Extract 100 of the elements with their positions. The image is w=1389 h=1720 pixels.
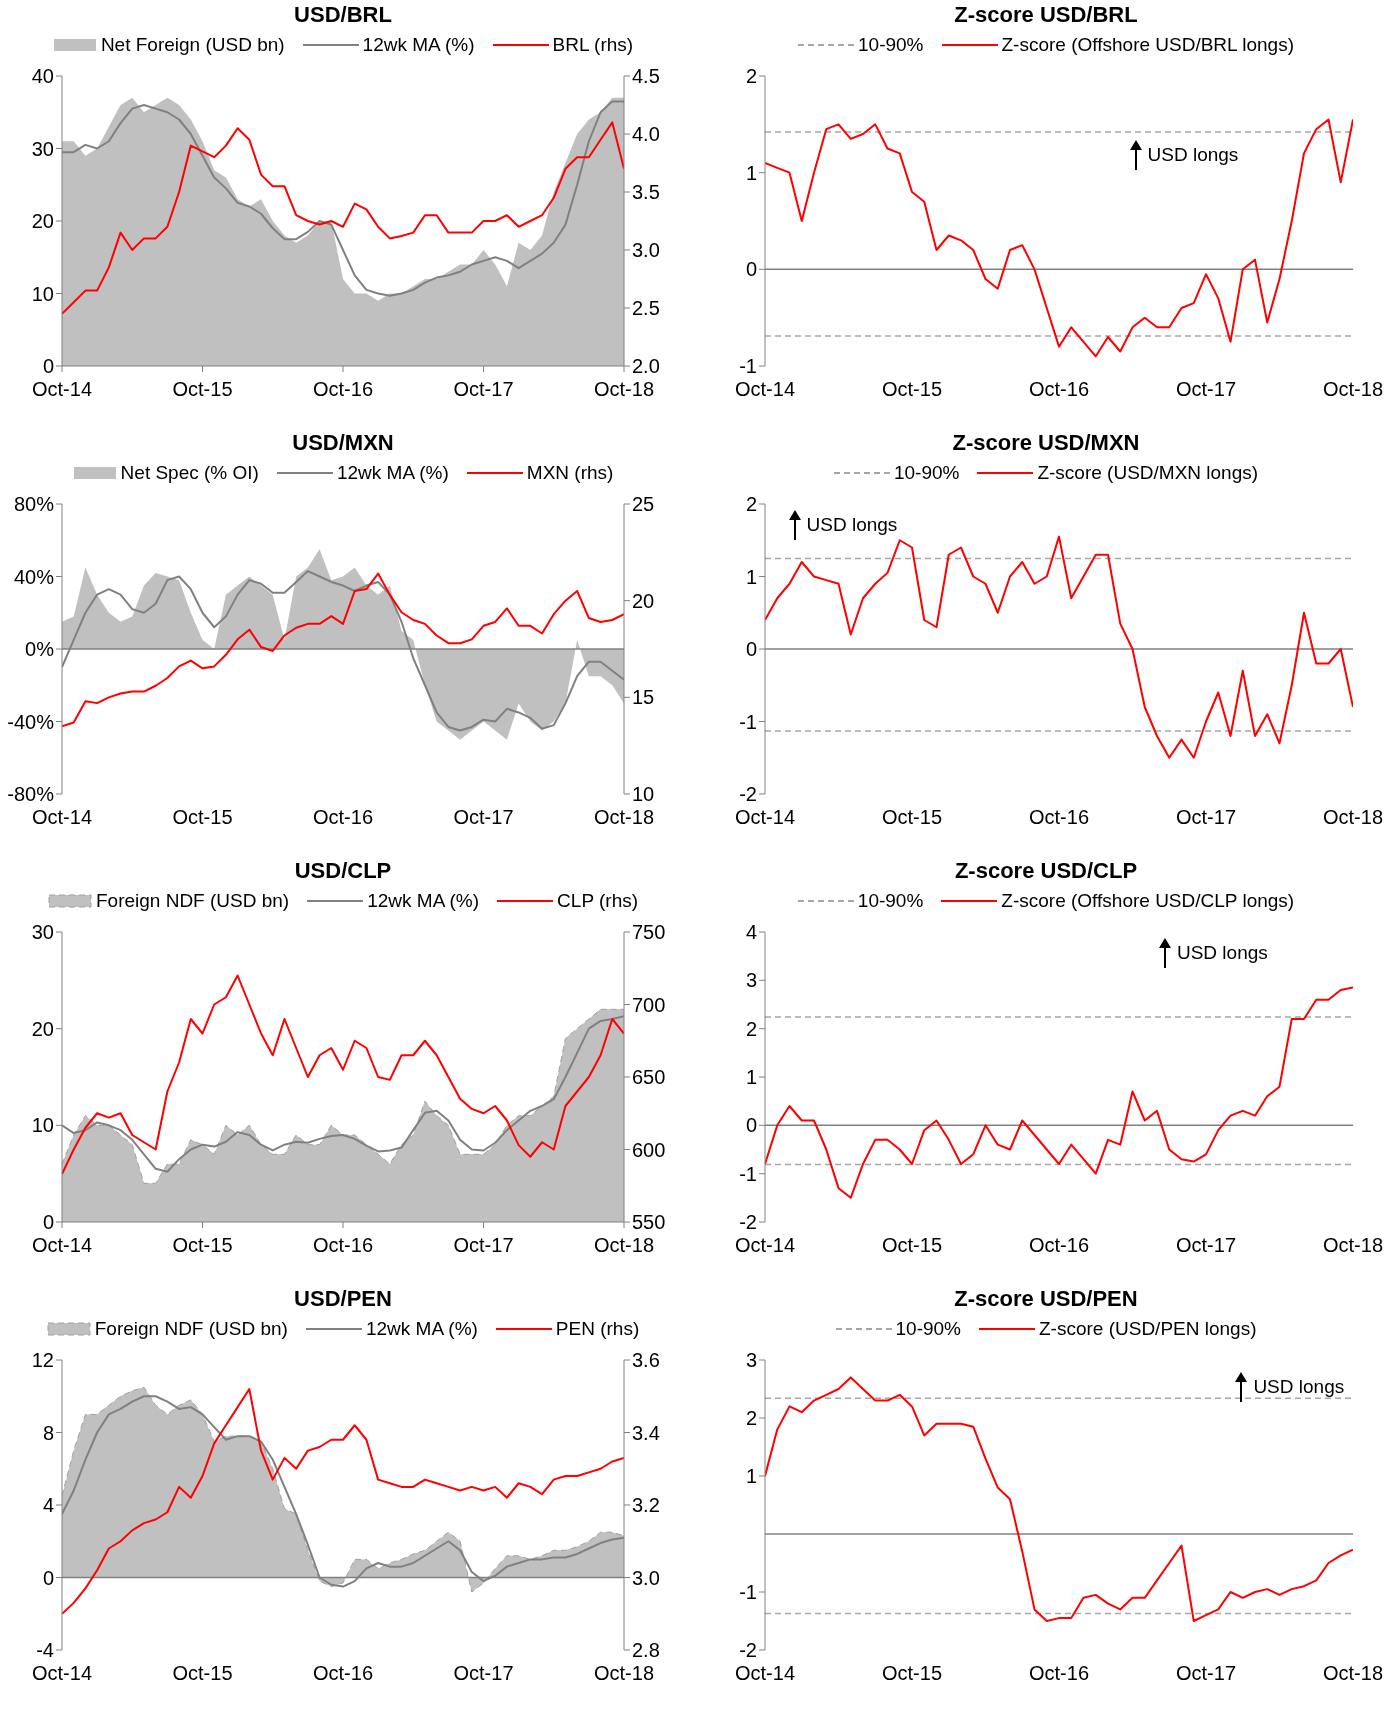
x-tick-label: Oct-14 bbox=[734, 1662, 796, 1685]
x-tick-label: Oct-15 bbox=[881, 806, 943, 829]
x-tick-label: Oct-16 bbox=[1028, 378, 1090, 401]
legend-label: PEN (rhs) bbox=[555, 1318, 640, 1340]
y-tick-label: 20 bbox=[31, 1017, 54, 1040]
y-tick-label: 10 bbox=[31, 1114, 54, 1137]
x-tick-label: Oct-18 bbox=[1322, 1234, 1384, 1257]
x-tick-label: Oct-15 bbox=[881, 378, 943, 401]
annotation: USD longs bbox=[1253, 1375, 1345, 1398]
y2-tick-label: 600 bbox=[632, 1138, 666, 1161]
y2-tick-label: 2.0 bbox=[632, 355, 660, 378]
y-tick-label: 10 bbox=[31, 282, 54, 305]
y-tick-label: 12 bbox=[31, 1349, 54, 1372]
y-tick-label: 4 bbox=[42, 1494, 54, 1517]
x-tick-label: Oct-18 bbox=[593, 806, 655, 829]
x-tick-label: Oct-14 bbox=[31, 1234, 93, 1257]
annotation: USD longs bbox=[806, 513, 898, 536]
y-tick-label: 0 bbox=[42, 355, 54, 378]
y-tick-label: 8 bbox=[42, 1421, 54, 1444]
x-tick-label: Oct-15 bbox=[881, 1662, 943, 1685]
legend-label: Net Spec (% OI) bbox=[120, 462, 259, 484]
x-tick-label: Oct-14 bbox=[734, 378, 796, 401]
y-tick-label: -1 bbox=[739, 1581, 757, 1604]
x-tick-label: Oct-17 bbox=[453, 1234, 514, 1257]
x-tick-label: Oct-14 bbox=[734, 806, 796, 829]
y-tick-label: -1 bbox=[739, 355, 757, 378]
legend-label: 10-90% bbox=[893, 462, 960, 484]
y2-tick-label: 4.5 bbox=[632, 65, 660, 88]
y-tick-label: -2 bbox=[739, 1639, 757, 1662]
x-tick-label: Oct-15 bbox=[172, 1234, 233, 1257]
line-series bbox=[62, 121, 624, 315]
y-tick-label: 4 bbox=[745, 921, 757, 944]
y-tick-label: -80% bbox=[7, 783, 55, 806]
y2-tick-label: 3.5 bbox=[632, 181, 660, 204]
y-tick-label: 0 bbox=[745, 638, 757, 661]
y2-tick-label: 650 bbox=[632, 1066, 666, 1089]
y-tick-label: 0 bbox=[42, 1566, 54, 1589]
x-tick-label: Oct-16 bbox=[312, 378, 374, 401]
x-tick-label: Oct-16 bbox=[1028, 1234, 1090, 1257]
chart-title: USD/MXN bbox=[291, 429, 395, 457]
x-tick-label: Oct-17 bbox=[1175, 1234, 1237, 1257]
y-tick-label: 1 bbox=[745, 1066, 757, 1089]
legend-label: 12wk MA (%) bbox=[336, 462, 449, 484]
x-tick-label: Oct-18 bbox=[593, 1234, 655, 1257]
legend-label: MXN (rhs) bbox=[526, 462, 614, 484]
legend-label: Foreign NDF (USD bn) bbox=[95, 890, 290, 912]
x-tick-label: Oct-18 bbox=[1322, 378, 1384, 401]
y-tick-label: 3 bbox=[745, 969, 757, 992]
y2-tick-label: 20 bbox=[632, 589, 655, 612]
x-tick-label: Oct-14 bbox=[31, 806, 93, 829]
legend-label: 12wk MA (%) bbox=[367, 890, 480, 912]
legend-label: CLP (rhs) bbox=[557, 890, 639, 912]
legend-label: Foreign NDF (USD bn) bbox=[94, 1318, 288, 1340]
x-tick-label: Oct-17 bbox=[1175, 806, 1237, 829]
x-tick-label: Oct-17 bbox=[453, 806, 514, 829]
x-tick-label: Oct-16 bbox=[1028, 806, 1090, 829]
y2-tick-label: 25 bbox=[632, 493, 655, 516]
legend-label: Net Foreign (USD bn) bbox=[100, 34, 285, 56]
x-tick-label: Oct-18 bbox=[1322, 1662, 1384, 1685]
y2-tick-label: 15 bbox=[632, 686, 655, 709]
y-tick-label: 20 bbox=[31, 210, 54, 233]
legend-label: BRL (rhs) bbox=[552, 34, 634, 56]
x-tick-label: Oct-17 bbox=[453, 1662, 514, 1685]
chart-title: Z-score USD/MXN bbox=[951, 429, 1141, 457]
y2-tick-label: 3.2 bbox=[632, 1494, 660, 1517]
x-tick-label: Oct-14 bbox=[31, 378, 93, 401]
x-tick-label: Oct-16 bbox=[312, 806, 374, 829]
y2-tick-label: 2.8 bbox=[632, 1639, 660, 1662]
x-tick-label: Oct-17 bbox=[1175, 1662, 1237, 1685]
y2-tick-label: 700 bbox=[632, 993, 666, 1016]
y-tick-label: 0 bbox=[745, 258, 757, 281]
line-series bbox=[765, 1376, 1353, 1622]
chart-title: USD/BRL bbox=[293, 1, 393, 29]
y-tick-label: 40 bbox=[31, 65, 54, 88]
x-tick-label: Oct-14 bbox=[734, 1234, 796, 1257]
x-tick-label: Oct-16 bbox=[312, 1234, 374, 1257]
chart-title: Z-score USD/BRL bbox=[953, 1, 1139, 29]
y-tick-label: 40% bbox=[13, 565, 55, 588]
y-tick-label: 2 bbox=[745, 1017, 757, 1040]
legend-label: Z-score (Offshore USD/CLP longs) bbox=[1001, 890, 1295, 912]
legend-label: 10-90% bbox=[895, 1318, 961, 1340]
y2-tick-label: 750 bbox=[632, 921, 666, 944]
x-tick-label: Oct-18 bbox=[1322, 806, 1384, 829]
legend-label: 10-90% bbox=[858, 34, 924, 56]
legend-label: Z-score (USD/MXN longs) bbox=[1037, 462, 1259, 484]
y-tick-label: -1 bbox=[739, 1162, 757, 1185]
x-tick-label: Oct-18 bbox=[593, 1662, 655, 1685]
x-tick-label: Oct-16 bbox=[312, 1662, 374, 1685]
x-tick-label: Oct-15 bbox=[172, 806, 233, 829]
x-tick-label: Oct-15 bbox=[172, 378, 233, 401]
x-tick-label: Oct-14 bbox=[31, 1662, 93, 1685]
y-tick-label: 3 bbox=[745, 1349, 757, 1372]
y-tick-label: -4 bbox=[36, 1639, 54, 1662]
chart-title: USD/PEN bbox=[293, 1285, 393, 1313]
y2-tick-label: 3.4 bbox=[632, 1421, 660, 1444]
chart-title: USD/CLP bbox=[293, 857, 393, 885]
y-tick-label: 1 bbox=[745, 1465, 757, 1488]
y2-tick-label: 3.0 bbox=[632, 239, 660, 262]
legend-label: 10-90% bbox=[857, 890, 924, 912]
y2-tick-label: 2.5 bbox=[632, 297, 660, 320]
